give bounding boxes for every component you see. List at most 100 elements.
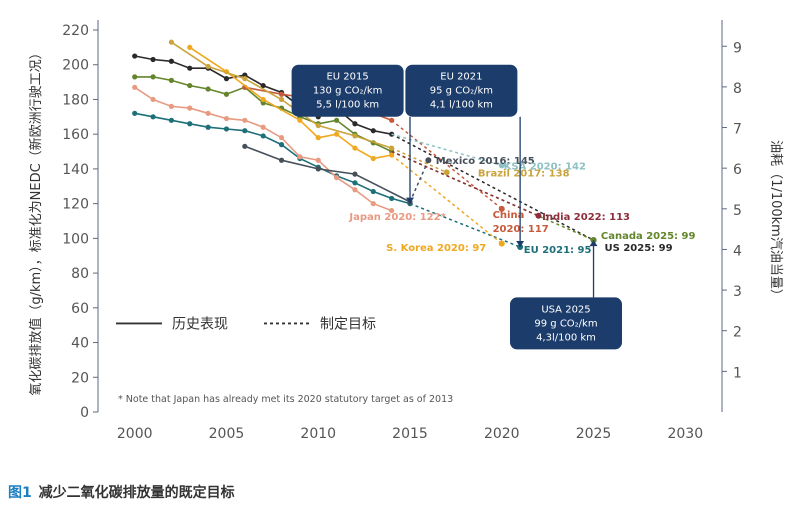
series-usa-point	[260, 82, 266, 89]
y-tick-label: 160	[62, 127, 89, 143]
series-mexico-point	[352, 171, 358, 177]
series-japan-point	[168, 103, 175, 109]
y-tick-label: 100	[62, 231, 89, 247]
callout-arrowhead	[516, 241, 525, 248]
point-label: Japan 2020: 122*	[348, 212, 446, 223]
callout-text: 95 g CO₂/km	[430, 86, 493, 97]
series-japan-point	[278, 135, 285, 141]
series-eu-point	[168, 117, 175, 123]
figure-caption: 图1 减少二氧化碳排放量的既定目标	[8, 480, 235, 506]
y-tick-label: 220	[62, 23, 89, 39]
y-tick-label: 20	[71, 370, 89, 386]
y-tick-label: 140	[62, 162, 89, 178]
series-mexico-point	[278, 157, 285, 163]
x-tick-label: 2030	[667, 426, 703, 442]
x-tick-label: 2025	[576, 426, 612, 442]
emissions-chart: 0 20 40 60 80 100 120 140 160 180 200 220 1 2 3 4 5 6 7 8 9 2…	[28, 20, 783, 442]
series-usa-target-line	[391, 133, 594, 241]
series-eu-point	[389, 195, 395, 202]
series-brazil-point	[205, 63, 211, 70]
series-canada-point	[132, 74, 138, 80]
point-label: India 2022: 113	[542, 212, 630, 223]
x-tick-label: 2005	[209, 426, 245, 442]
series-canada-point	[187, 82, 193, 89]
callout-box	[405, 64, 518, 117]
y-right-tick-label: 4	[733, 243, 742, 259]
series-usa-point	[370, 128, 376, 134]
callout-text: 130 g CO₂/km	[313, 86, 383, 97]
series-korea-point	[333, 131, 340, 137]
point-label: S. Korea 2020: 97	[386, 243, 486, 254]
series-china-point	[278, 91, 285, 97]
legend-target-label: 制定目标	[320, 316, 376, 332]
y-tick-label: 120	[62, 197, 89, 213]
callout-arrowhead	[406, 197, 414, 204]
series-eu-point	[150, 114, 156, 120]
series-brazil-point	[315, 122, 321, 129]
series-japan-point	[260, 124, 266, 130]
series-korea-target-point	[498, 240, 505, 247]
series-korea-point	[315, 135, 321, 141]
series-canada-point	[150, 74, 156, 80]
series-china-target-point	[498, 205, 505, 212]
series-canada-point	[205, 86, 211, 92]
series-india-target-point	[535, 212, 542, 219]
callout-box	[291, 64, 404, 117]
x-tick-label: 2000	[117, 426, 153, 442]
point-label: US 2025: 99	[605, 243, 673, 254]
series-japan-point	[333, 174, 340, 181]
series-ksa-target-point	[498, 162, 505, 169]
series-mexico-historical-line	[244, 145, 411, 203]
y-tick-label: 200	[62, 58, 89, 74]
series-usa-point	[187, 65, 193, 71]
y-right-tick-label: 8	[733, 81, 742, 97]
series-eu-point	[223, 126, 230, 132]
series-japan-point	[150, 96, 156, 103]
y-tick-label: 60	[71, 301, 89, 317]
point-label: KSA 2020: 142	[504, 161, 586, 172]
series-eu-point	[260, 133, 266, 139]
series-usa-point	[223, 76, 230, 82]
series-usa-point	[352, 121, 358, 127]
callout-box	[510, 297, 622, 350]
series-canada-point	[223, 91, 230, 97]
series-eu-point	[352, 180, 358, 186]
series-mexico-point	[315, 166, 321, 172]
series-korea-point	[187, 44, 193, 50]
y-right-tick-label: 1	[733, 365, 742, 381]
series-japan-point	[297, 154, 303, 160]
series-mexico-point	[242, 143, 248, 149]
y-right-tick-label: 6	[733, 162, 742, 178]
series-korea-point	[297, 117, 303, 123]
series-brazil-point	[242, 76, 248, 82]
point-label: Brazil 2017: 138	[478, 168, 570, 179]
series-eu-point	[242, 128, 248, 134]
series-japan-point	[205, 110, 211, 116]
point-label: EU 2021: 95	[524, 245, 592, 256]
y-tick-label: 180	[62, 92, 89, 108]
series-japan-point	[132, 84, 138, 90]
series-brazil-point	[352, 133, 358, 139]
x-tick-label: 2010	[300, 426, 336, 442]
series-japan-point	[223, 115, 230, 122]
point-label: Mexico 2016: 145	[436, 156, 535, 167]
y-tick-label: 40	[71, 336, 89, 352]
y-tick-label: 0	[80, 405, 89, 421]
series-eu-historical-line	[134, 112, 411, 205]
y-right-tick-label: 5	[733, 203, 742, 219]
callout-text: 5,5 l/100 km	[316, 100, 379, 111]
figure-number: 图1	[8, 485, 32, 501]
callout-text: 99 g CO₂/km	[534, 318, 597, 329]
series-eu-point	[132, 110, 138, 116]
footnote: * Note that Japan has already met its 20…	[118, 394, 453, 405]
series-eu-point	[205, 124, 211, 130]
series-eu-point	[187, 121, 193, 127]
x-tick-label: 2015	[392, 426, 428, 442]
series-brazil-target-point	[443, 169, 450, 176]
series-canada-point	[168, 77, 175, 83]
point-label: China	[493, 210, 525, 221]
callout-arrowhead	[589, 240, 598, 247]
series-usa-point	[168, 58, 175, 64]
series-japan-point	[352, 187, 358, 193]
callout-text: 4,3l/100 km	[536, 332, 596, 343]
